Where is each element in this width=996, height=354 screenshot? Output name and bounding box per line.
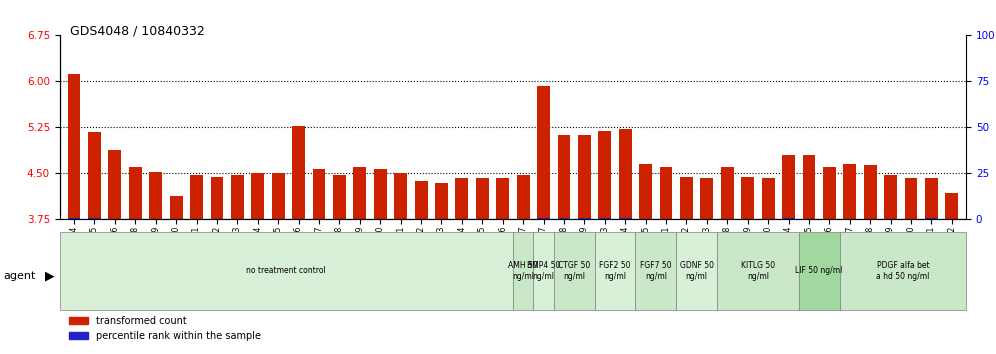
Bar xyxy=(558,218,571,219)
Text: CTGF 50
ng/ml: CTGF 50 ng/ml xyxy=(558,261,591,280)
Bar xyxy=(210,177,223,219)
Text: PDGF alfa bet
a hd 50 ng/ml: PDGF alfa bet a hd 50 ng/ml xyxy=(876,261,929,280)
Bar xyxy=(803,218,816,219)
FancyBboxPatch shape xyxy=(595,232,635,310)
Bar xyxy=(251,173,264,219)
Bar xyxy=(659,167,672,219)
Bar xyxy=(496,178,509,219)
Bar xyxy=(619,218,631,219)
Bar xyxy=(945,193,958,219)
FancyBboxPatch shape xyxy=(717,232,799,310)
Bar xyxy=(884,175,897,219)
Bar xyxy=(721,167,734,219)
Bar xyxy=(599,131,612,219)
Text: FGF2 50
ng/ml: FGF2 50 ng/ml xyxy=(600,261,630,280)
Bar xyxy=(476,178,489,219)
Bar xyxy=(190,175,203,219)
Bar xyxy=(68,74,81,219)
Bar xyxy=(537,218,550,219)
Bar xyxy=(292,126,305,219)
Bar xyxy=(844,164,857,219)
Bar xyxy=(599,218,612,219)
Text: ▶: ▶ xyxy=(45,270,55,282)
Bar xyxy=(414,182,427,219)
Bar xyxy=(619,129,631,219)
Bar xyxy=(68,218,81,219)
Text: GDNF 50
ng/ml: GDNF 50 ng/ml xyxy=(679,261,714,280)
Bar xyxy=(231,175,244,219)
Text: agent: agent xyxy=(3,271,36,281)
FancyBboxPatch shape xyxy=(676,232,717,310)
Bar xyxy=(925,178,938,219)
FancyBboxPatch shape xyxy=(533,232,554,310)
Bar xyxy=(455,178,468,219)
FancyBboxPatch shape xyxy=(60,232,513,310)
Text: BMP4 50
ng/ml: BMP4 50 ng/ml xyxy=(527,261,560,280)
Bar xyxy=(578,136,591,219)
Bar xyxy=(782,218,795,219)
Bar xyxy=(864,165,876,219)
Bar xyxy=(313,169,326,219)
Bar xyxy=(762,178,775,219)
Bar xyxy=(741,177,754,219)
Bar xyxy=(169,196,182,219)
Bar xyxy=(904,178,917,219)
Bar xyxy=(680,177,693,219)
Text: no treatment control: no treatment control xyxy=(246,266,327,275)
Bar xyxy=(333,175,346,219)
Legend: transformed count, percentile rank within the sample: transformed count, percentile rank withi… xyxy=(65,312,265,345)
Bar xyxy=(700,178,713,219)
Bar xyxy=(803,155,816,219)
Bar xyxy=(435,183,448,219)
Bar xyxy=(823,167,836,219)
Text: GDS4048 / 10840332: GDS4048 / 10840332 xyxy=(70,25,204,38)
Text: KITLG 50
ng/ml: KITLG 50 ng/ml xyxy=(741,261,775,280)
Bar xyxy=(88,132,101,219)
Bar xyxy=(394,173,407,219)
Bar xyxy=(251,218,264,219)
FancyBboxPatch shape xyxy=(513,232,533,310)
Bar xyxy=(639,218,652,219)
FancyBboxPatch shape xyxy=(635,232,676,310)
Bar xyxy=(354,167,367,219)
Bar xyxy=(149,172,162,219)
Bar xyxy=(925,218,938,219)
Bar xyxy=(782,155,795,219)
FancyBboxPatch shape xyxy=(554,232,595,310)
Bar xyxy=(272,173,285,219)
Text: LIF 50 ng/ml: LIF 50 ng/ml xyxy=(796,266,843,275)
Text: FGF7 50
ng/ml: FGF7 50 ng/ml xyxy=(640,261,671,280)
FancyBboxPatch shape xyxy=(840,232,966,310)
Bar xyxy=(578,218,591,219)
Bar xyxy=(88,218,101,219)
Text: AMH 50
ng/ml: AMH 50 ng/ml xyxy=(508,261,538,280)
Bar xyxy=(374,169,386,219)
Bar xyxy=(128,167,141,219)
Bar xyxy=(292,218,305,219)
Bar xyxy=(639,164,652,219)
Bar xyxy=(517,175,530,219)
Bar xyxy=(109,150,122,219)
FancyBboxPatch shape xyxy=(799,232,840,310)
Bar xyxy=(558,136,571,219)
Bar xyxy=(537,86,550,219)
